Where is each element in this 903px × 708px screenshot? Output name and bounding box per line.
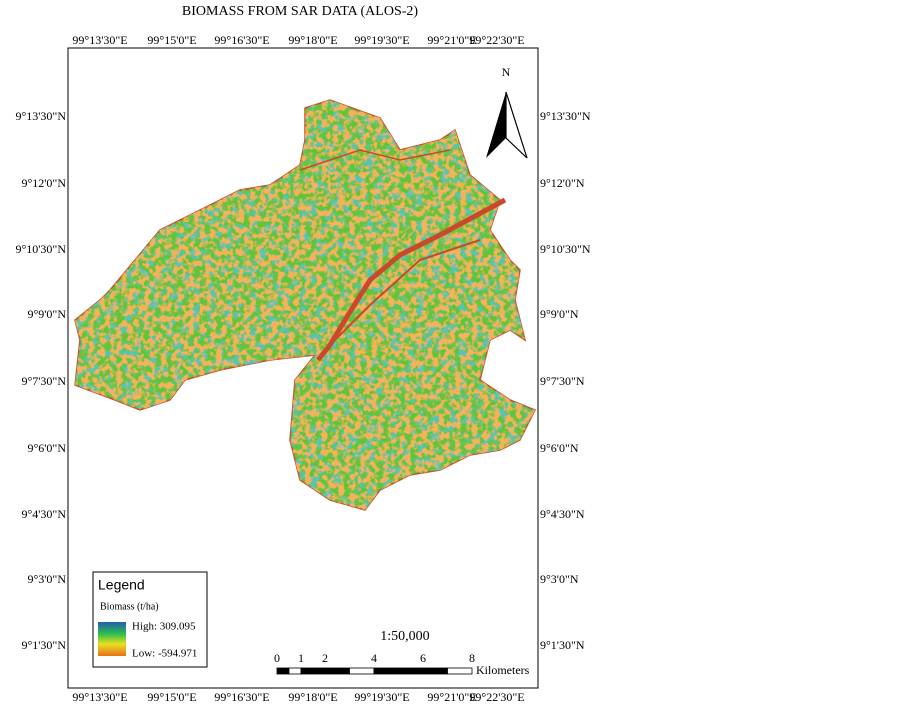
latitude-label-left: 9°12'0"N — [21, 176, 66, 190]
longitude-label-top: 99°15'0"E — [147, 33, 196, 47]
latitude-label-left: 9°6'0"N — [27, 441, 66, 455]
latitude-label-right: 9°3'0"N — [540, 572, 579, 586]
biomass-region — [74, 99, 537, 511]
longitude-label-bottom: 99°15'0"E — [147, 690, 196, 704]
latitude-label-right: 9°4'30"N — [540, 507, 585, 521]
legend-low: Low: -594.971 — [132, 648, 197, 660]
scale-segment — [349, 667, 375, 675]
longitude-label-bottom: 99°16'30"E — [214, 690, 269, 704]
longitude-label-top: 99°19'30"E — [354, 33, 409, 47]
latitude-label-right: 9°9'0"N — [540, 307, 579, 321]
road — [329, 239, 481, 346]
legend-high: High: 309.095 — [132, 621, 196, 633]
scale-tick-label: 2 — [322, 651, 328, 665]
scale-segment — [398, 667, 424, 675]
north-label: N — [502, 65, 511, 79]
longitude-label-bottom: 99°19'30"E — [354, 690, 409, 704]
scale-segment — [373, 667, 399, 675]
latitude-label-left: 9°10'30"N — [15, 242, 66, 256]
scale-segment — [422, 667, 448, 675]
scale-tick-label: 0 — [274, 651, 280, 665]
longitude-label-bottom: 99°13'30"E — [72, 690, 127, 704]
latitude-label-left: 9°7'30"N — [21, 374, 66, 388]
longitude-label-bottom: 99°18'0"E — [288, 690, 337, 704]
latitude-label-right: 9°7'30"N — [540, 374, 585, 388]
latitude-label-left: 9°3'0"N — [27, 572, 66, 586]
scale-segment — [276, 667, 290, 675]
scale-segment — [447, 667, 473, 675]
scale-ratio: 1:50,000 — [380, 629, 429, 644]
latitude-label-left: 9°1'30"N — [21, 638, 66, 652]
scale-tick-label: 4 — [371, 651, 377, 665]
longitude-label-top: 99°22'30"E — [469, 33, 524, 47]
legend: Legend Biomass (t/ha) High: 309.095 Low:… — [92, 571, 208, 668]
latitude-label-right: 9°13'30"N — [540, 109, 591, 123]
longitude-label-top: 99°16'30"E — [214, 33, 269, 47]
scale-unit: Kilometers — [476, 663, 530, 677]
longitude-label-top: 99°21'0"E — [427, 33, 476, 47]
scale-segment — [300, 667, 314, 675]
arrow-left — [486, 92, 506, 158]
legend-ramp — [98, 622, 126, 656]
longitude-label-bottom: 99°22'30"E — [469, 690, 524, 704]
north-arrow: N — [486, 65, 528, 159]
scale-tick-label: 6 — [420, 651, 426, 665]
scale-segment — [324, 667, 350, 675]
map-frame — [67, 47, 539, 689]
latitude-label-left: 9°13'30"N — [15, 109, 66, 123]
latitude-label-right: 9°10'30"N — [540, 242, 591, 256]
legend-title: Legend — [98, 577, 145, 593]
latitude-label-right: 9°6'0"N — [540, 441, 579, 455]
scale-tick-label: 8 — [469, 651, 475, 665]
longitude-label-top: 99°13'30"E — [72, 33, 127, 47]
scale-tick-label: 1 — [298, 651, 304, 665]
region-texture-low — [75, 100, 535, 510]
road — [299, 149, 451, 171]
longitude-label-top: 99°18'0"E — [288, 33, 337, 47]
latitude-label-left: 9°9'0"N — [27, 307, 66, 321]
latitude-label-right: 9°12'0"N — [540, 176, 585, 190]
legend-subtitle: Biomass (t/ha) — [100, 601, 159, 612]
latitude-label-right: 9°1'30"N — [540, 638, 585, 652]
scale-segment — [288, 667, 302, 675]
scale-segment — [312, 667, 326, 675]
latitude-label-left: 9°4'30"N — [21, 507, 66, 521]
map-title: BIOMASS FROM SAR DATA (ALOS-2) — [182, 4, 418, 19]
longitude-label-bottom: 99°21'0"E — [427, 690, 476, 704]
scale-bar: 1:50,000 Kilometers 0 1 2 4 6 8 — [274, 629, 530, 677]
arrow-right — [505, 91, 528, 159]
